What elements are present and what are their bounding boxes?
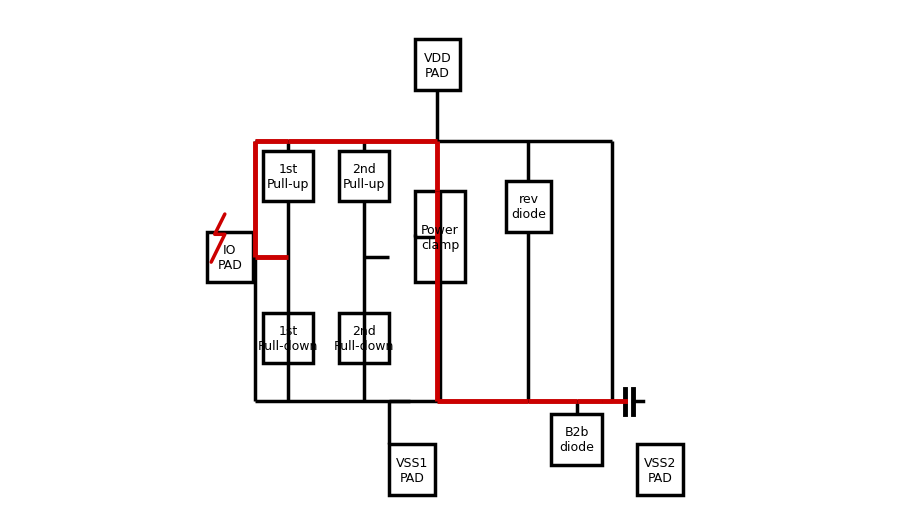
Text: VDD
PAD: VDD PAD (424, 52, 451, 80)
FancyBboxPatch shape (338, 313, 390, 364)
Text: VSS2
PAD: VSS2 PAD (644, 456, 676, 484)
FancyBboxPatch shape (637, 444, 683, 495)
Text: B2b
diode: B2b diode (559, 425, 594, 453)
Text: 2nd
Pull-down: 2nd Pull-down (334, 324, 394, 352)
FancyBboxPatch shape (415, 40, 460, 91)
Text: IO
PAD: IO PAD (218, 243, 242, 272)
FancyBboxPatch shape (263, 152, 313, 202)
Text: 1st
Pull-down: 1st Pull-down (258, 324, 319, 352)
FancyBboxPatch shape (390, 444, 435, 495)
Text: Power
clamp: Power clamp (421, 223, 459, 251)
Text: 1st
Pull-up: 1st Pull-up (267, 163, 310, 191)
FancyBboxPatch shape (551, 414, 602, 465)
FancyBboxPatch shape (207, 232, 253, 283)
Text: 2nd
Pull-up: 2nd Pull-up (343, 163, 385, 191)
FancyBboxPatch shape (338, 152, 390, 202)
FancyBboxPatch shape (263, 313, 313, 364)
Text: VSS1
PAD: VSS1 PAD (396, 456, 428, 484)
FancyBboxPatch shape (415, 192, 465, 283)
Text: rev
diode: rev diode (511, 193, 546, 221)
FancyBboxPatch shape (506, 182, 551, 232)
